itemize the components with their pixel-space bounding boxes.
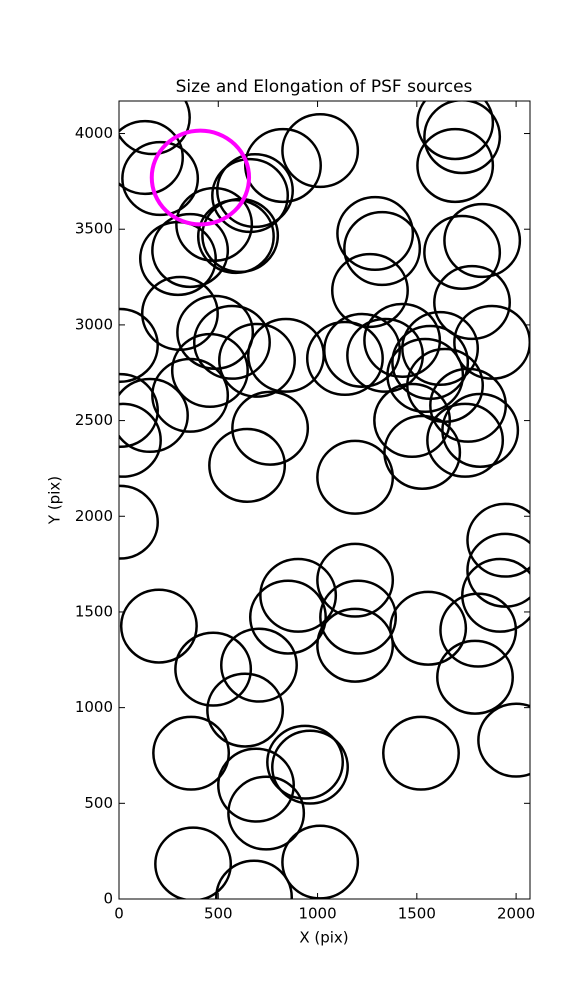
psf-source bbox=[389, 590, 468, 666]
psf-source bbox=[206, 672, 285, 748]
psf-source bbox=[441, 392, 520, 468]
psf-source bbox=[416, 101, 495, 161]
psf-source bbox=[119, 119, 184, 196]
psf-source bbox=[383, 414, 462, 490]
psf-source bbox=[363, 302, 442, 379]
psf-source bbox=[149, 128, 252, 227]
psf-source bbox=[373, 382, 452, 459]
psf-source bbox=[196, 198, 275, 275]
y-tick-label: 1500 bbox=[75, 602, 113, 620]
psf-source bbox=[423, 214, 502, 290]
psf-source bbox=[174, 631, 253, 707]
psf-source bbox=[119, 372, 159, 449]
psf-source bbox=[382, 715, 460, 791]
psf-source bbox=[216, 152, 294, 229]
plot-area bbox=[119, 101, 530, 899]
psf-source bbox=[193, 304, 271, 380]
psf-source bbox=[231, 390, 310, 466]
psf-source bbox=[439, 592, 518, 668]
psf-source bbox=[119, 307, 159, 383]
psf-source bbox=[218, 322, 296, 398]
psf-source bbox=[316, 607, 395, 683]
y-tick-label: 500 bbox=[84, 794, 113, 812]
y-tick-label: 2500 bbox=[75, 411, 113, 429]
y-tick-label: 2000 bbox=[75, 507, 113, 525]
psf-source bbox=[152, 715, 231, 791]
psf-source bbox=[443, 202, 522, 279]
psf-source bbox=[330, 252, 409, 329]
y-tick-label: 3000 bbox=[75, 315, 113, 333]
psf-source bbox=[271, 729, 349, 805]
psf-source bbox=[336, 195, 415, 272]
psf-source bbox=[477, 702, 530, 778]
psf-source bbox=[215, 859, 293, 899]
psf-source bbox=[343, 210, 422, 287]
psf-source bbox=[248, 579, 327, 655]
psf-source bbox=[119, 588, 198, 664]
psf-source bbox=[217, 747, 295, 823]
psf-source bbox=[433, 264, 511, 341]
psf-source bbox=[138, 220, 217, 297]
psf-source bbox=[154, 826, 233, 899]
x-tick-label: 0 bbox=[114, 905, 124, 923]
psf-source bbox=[386, 337, 465, 414]
psf-source bbox=[121, 140, 200, 217]
psf-source bbox=[119, 377, 189, 454]
chart-title: Size and Elongation of PSF sources bbox=[176, 77, 473, 97]
psf-source bbox=[151, 357, 230, 433]
psf-source bbox=[244, 127, 322, 204]
psf-source bbox=[227, 775, 306, 851]
axes-frame bbox=[118, 100, 531, 900]
x-tick-label: 2000 bbox=[497, 905, 535, 923]
psf-source bbox=[119, 101, 191, 156]
psf-source bbox=[436, 639, 514, 715]
psf-source bbox=[220, 627, 298, 703]
psf-source bbox=[466, 532, 530, 608]
y-axis-label: Y (pix) bbox=[46, 476, 64, 525]
psf-source bbox=[319, 579, 398, 655]
psf-source bbox=[170, 332, 249, 409]
psf-source bbox=[316, 439, 395, 515]
x-tick-label: 500 bbox=[204, 905, 233, 923]
psf-source bbox=[305, 320, 384, 396]
y-tick-label: 1000 bbox=[75, 698, 113, 716]
y-tick-label: 0 bbox=[103, 890, 113, 908]
x-tick-label: 1500 bbox=[398, 905, 436, 923]
psf-source bbox=[401, 310, 480, 387]
psf-source bbox=[151, 212, 230, 289]
psf-source bbox=[423, 101, 502, 175]
y-tick-label: 3500 bbox=[75, 220, 113, 238]
psf-source bbox=[466, 502, 530, 578]
y-tick-label: 4000 bbox=[75, 124, 113, 142]
psf-source bbox=[281, 824, 360, 899]
psf-source bbox=[426, 402, 505, 478]
psf-source bbox=[208, 427, 287, 503]
psf-source bbox=[259, 557, 338, 633]
x-tick-label: 1000 bbox=[298, 905, 336, 923]
psf-source bbox=[323, 312, 402, 388]
psf-source bbox=[461, 557, 530, 633]
psf-source bbox=[266, 724, 345, 800]
x-axis-label: X (pix) bbox=[299, 929, 348, 947]
psf-source bbox=[416, 127, 495, 204]
psf-source bbox=[119, 484, 159, 560]
psf-source bbox=[119, 402, 162, 478]
psf-source bbox=[316, 542, 395, 618]
psf-source bbox=[281, 112, 360, 189]
